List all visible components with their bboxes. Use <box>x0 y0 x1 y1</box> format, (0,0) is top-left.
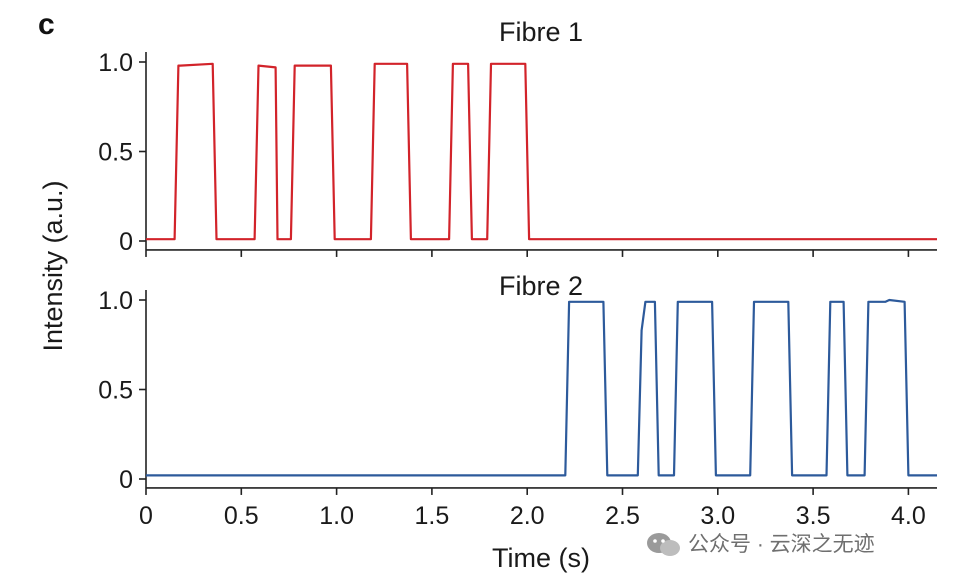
fibre-2-y-tick-label: 0.5 <box>98 377 133 405</box>
fibre-2-x-tick-label: 4.0 <box>891 502 926 530</box>
fibre-2-y-tick-label: 1.0 <box>98 287 133 315</box>
fibre-2-x-tick-label: 2.5 <box>605 502 640 530</box>
fibre-2-x-tick-label: 0.5 <box>224 502 259 530</box>
fibre-2-series-line <box>146 298 937 477</box>
x-axis-title: Time (s) <box>492 543 590 573</box>
fibre-2-title: Fibre 2 <box>499 271 583 301</box>
fibre-1-panel: Fibre 1 0 0.5 1.0 <box>98 17 937 257</box>
fibre-2-x-tick-label: 3.5 <box>796 502 831 530</box>
fibre-2-x-tick-label: 2.0 <box>510 502 545 530</box>
fibre-2-x-tick-label: 3.0 <box>700 502 735 530</box>
watermark-text: 公众号 · 云深之无迹 <box>688 533 875 556</box>
chat-bubble-icon <box>647 533 680 556</box>
fibre-2-x-tick-label: 1.0 <box>319 502 354 530</box>
y-axis-title: Intensity (a.u.) <box>38 180 68 351</box>
fibre-2-panel: Fibre 2 0 0.5 1.0 0 0.5 1.0 1.5 2.0 2.5 3.0 3.5 4.0 <box>98 271 937 530</box>
fibre-1-y-tick-label: 0.5 <box>98 139 133 167</box>
fibre-2-x-tick-label: 1.5 <box>415 502 450 530</box>
fibre-2-y-tick-label: 0 <box>119 466 133 494</box>
fibre-2-x-tick-label: 0 <box>139 502 153 530</box>
fibre-1-series-line <box>146 62 937 241</box>
fibre-1-y-tick-label: 0 <box>119 228 133 256</box>
fibre-1-title: Fibre 1 <box>499 17 583 47</box>
fibre-1-y-tick-label: 1.0 <box>98 49 133 77</box>
watermark: 公众号 · 云深之无迹 <box>647 533 875 556</box>
panel-label: c <box>38 8 55 41</box>
